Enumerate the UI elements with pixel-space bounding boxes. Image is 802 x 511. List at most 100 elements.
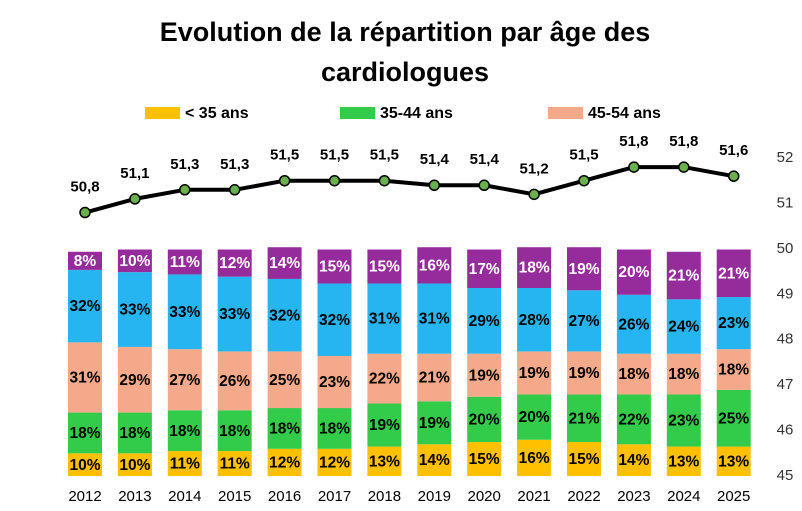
data-label: 11% xyxy=(170,456,200,473)
data-label: 18% xyxy=(69,425,100,442)
line-marker xyxy=(628,161,640,173)
line-marker xyxy=(378,174,391,187)
data-label: 18% xyxy=(519,260,550,277)
bar-segment xyxy=(616,444,651,476)
bar-segment xyxy=(117,412,152,454)
bar-segment xyxy=(217,451,252,476)
bar-segment xyxy=(68,342,102,413)
bar-segment xyxy=(68,269,102,343)
legend-label: 45-54 ans xyxy=(588,105,661,122)
line-marker xyxy=(428,179,441,192)
x-tick-label: 2024 xyxy=(667,488,700,505)
x-tick-label: 2015 xyxy=(218,488,251,505)
bar-segment xyxy=(117,249,152,273)
data-label: 12% xyxy=(219,255,250,272)
data-label: 33% xyxy=(119,302,150,319)
bar-segment xyxy=(417,401,452,445)
bar-segment xyxy=(517,439,552,476)
bar-segment xyxy=(167,410,202,452)
data-label: 20% xyxy=(469,411,500,428)
legend-label: 35-44 ans xyxy=(380,105,453,122)
data-label: 14% xyxy=(269,255,300,272)
bar-segment xyxy=(517,288,552,352)
bar-segment xyxy=(467,353,502,397)
x-tick-label: 2012 xyxy=(68,488,101,505)
legend-swatch xyxy=(548,107,583,119)
bar-segment xyxy=(567,394,601,443)
line-marker xyxy=(578,174,590,187)
data-label: 21% xyxy=(668,268,699,285)
data-label: 29% xyxy=(469,313,500,330)
bar-segment xyxy=(317,448,352,476)
data-label: 10% xyxy=(119,253,150,270)
y2-tick-label: 51 xyxy=(777,194,794,211)
data-label: 31% xyxy=(419,311,450,328)
data-label: 12% xyxy=(269,455,300,472)
line-label: 51,5 xyxy=(270,147,299,164)
y2-tick-label: 52 xyxy=(777,149,794,166)
bar-segment xyxy=(267,278,302,352)
data-label: 8% xyxy=(74,253,97,270)
data-label: 10% xyxy=(119,457,150,474)
bar-segment xyxy=(317,249,352,284)
bar-segment xyxy=(68,251,102,270)
bar-segment xyxy=(267,247,302,279)
legend-swatch xyxy=(340,107,375,119)
line-marker xyxy=(79,206,91,219)
data-label: 25% xyxy=(718,410,749,427)
bar-segment xyxy=(666,299,701,354)
bar-segment xyxy=(517,247,552,289)
data-label: 29% xyxy=(119,372,150,389)
data-label: 15% xyxy=(319,259,350,276)
data-label: 26% xyxy=(618,316,649,333)
data-label: 22% xyxy=(618,411,649,428)
data-label: 32% xyxy=(269,307,300,324)
line-label: 51,4 xyxy=(420,151,450,168)
bar-segment xyxy=(317,408,352,449)
data-label: 19% xyxy=(369,417,400,434)
data-label: 19% xyxy=(568,365,599,382)
bar-segment xyxy=(567,442,601,476)
line-label: 51,3 xyxy=(170,156,199,173)
bar-segment xyxy=(567,247,601,291)
data-label: 13% xyxy=(718,453,749,470)
bar-segment xyxy=(467,249,502,289)
data-label: 15% xyxy=(469,451,500,468)
y2-tick-label: 50 xyxy=(777,240,794,257)
data-label: 24% xyxy=(668,319,699,336)
data-label: 13% xyxy=(369,453,400,470)
line-marker xyxy=(179,184,191,196)
bar-segment xyxy=(467,288,502,354)
bar-segment xyxy=(367,353,402,404)
bar-segment xyxy=(716,389,751,447)
x-tick-label: 2023 xyxy=(617,488,650,505)
bar-segment xyxy=(367,283,402,354)
line-marker xyxy=(129,193,141,205)
bar-segment xyxy=(167,349,202,411)
bar-segment xyxy=(167,451,202,476)
bar-segment xyxy=(217,351,252,411)
bar-segment xyxy=(616,353,651,395)
data-label: 31% xyxy=(369,311,400,328)
x-tick-label: 2022 xyxy=(567,488,600,505)
x-tick-label: 2014 xyxy=(168,488,201,505)
data-label: 31% xyxy=(69,370,100,387)
data-label: 21% xyxy=(419,370,450,387)
line-marker xyxy=(678,161,690,173)
data-label: 18% xyxy=(269,421,300,438)
data-label: 32% xyxy=(69,298,100,315)
bar-segment xyxy=(417,283,452,354)
bar-segment xyxy=(267,448,302,476)
bar-segment xyxy=(367,446,402,476)
line-label: 51,5 xyxy=(370,147,399,164)
bar-segment xyxy=(217,410,252,452)
data-label: 21% xyxy=(718,265,749,282)
bar-segment xyxy=(666,394,701,447)
bar-segment xyxy=(167,249,202,275)
line-label: 51,8 xyxy=(619,133,648,150)
data-label: 19% xyxy=(419,415,450,432)
bar-segment xyxy=(417,444,452,476)
data-label: 33% xyxy=(219,306,250,323)
bar-segment xyxy=(217,276,252,352)
